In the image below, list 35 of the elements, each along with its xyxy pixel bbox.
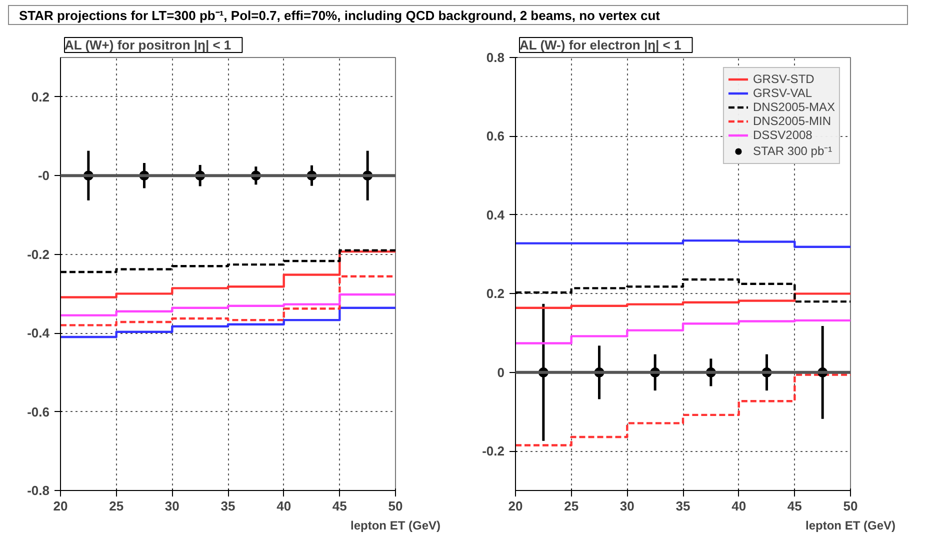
y-tick-label: -0.2 xyxy=(27,246,50,262)
x-tick-label: 20 xyxy=(508,498,523,514)
y-tick-label: 0 xyxy=(497,364,505,380)
y-tick-label: -0 xyxy=(38,168,50,184)
y-tick-label: 0.2 xyxy=(31,89,50,104)
y-tick-label: 0.4 xyxy=(486,207,506,222)
x-tick-label: 35 xyxy=(220,498,236,514)
legend-label: DNS2005-MIN xyxy=(752,114,831,128)
x-tick-label: 30 xyxy=(620,498,634,514)
x-tick-label: 25 xyxy=(564,498,579,514)
legend-label: DNS2005-MAX xyxy=(752,100,835,114)
x-axis-title: lepton ET (GeV) xyxy=(350,518,441,532)
x-tick-label: 40 xyxy=(732,498,746,514)
legend-label: GRSV-VAL xyxy=(752,86,812,100)
text: STAR projections for LT=300 pb⁻¹, Pol=0.7, effi=70%, including QCD background, 2 beams, no vertex cut xyxy=(19,7,660,25)
legend-label: STAR 300 pb⁻¹ xyxy=(752,143,832,159)
x-tick-label: 45 xyxy=(332,498,347,514)
y-tick-label: -0.4 xyxy=(27,326,50,341)
y-tick-label: 0.6 xyxy=(486,128,505,144)
x-axis-title: lepton ET (GeV) xyxy=(806,518,896,532)
x-tick-label: 45 xyxy=(787,498,802,514)
x-tick-label: 35 xyxy=(676,498,690,514)
x-tick-label: 50 xyxy=(388,498,403,514)
x-tick-label: 20 xyxy=(53,498,68,514)
x-tick-label: 25 xyxy=(109,498,124,514)
legend-label: DSSV2008 xyxy=(752,128,812,142)
y-tick-label: -0.8 xyxy=(27,483,50,498)
legend-label: GRSV-STD xyxy=(752,72,814,86)
y-tick-label: -0.2 xyxy=(482,444,505,459)
y-tick-label: 0.8 xyxy=(486,50,505,65)
y-tick-label: 0.2 xyxy=(486,286,505,302)
x-tick-label: 50 xyxy=(843,498,858,514)
x-tick-label: 40 xyxy=(276,498,292,514)
y-tick-label: -0.6 xyxy=(27,404,50,420)
x-tick-label: 30 xyxy=(164,498,180,514)
